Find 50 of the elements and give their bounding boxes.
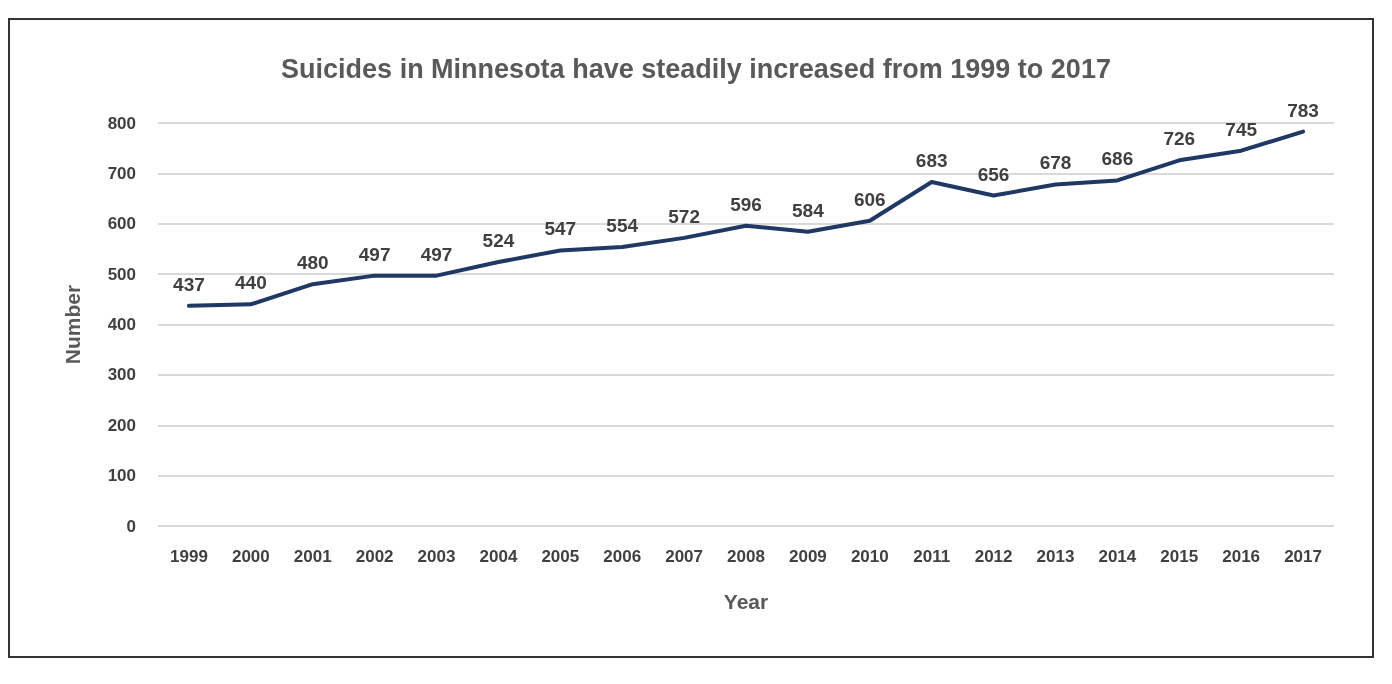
x-tick-label: 2010	[850, 547, 889, 566]
x-tick-label: 2013	[1036, 547, 1075, 566]
x-tick-label: 2000	[231, 547, 270, 566]
data-label: 656	[977, 163, 1010, 185]
data-label: 683	[915, 149, 948, 171]
x-tick-label: 2015	[1160, 547, 1199, 566]
x-tick-label: 2011	[913, 547, 951, 566]
data-label: 497	[420, 243, 453, 265]
data-label: 584	[792, 199, 825, 221]
y-tick-label: 700	[107, 163, 136, 183]
x-tick-label: 2009	[788, 547, 827, 566]
y-tick-label: 600	[107, 214, 136, 234]
data-label: 596	[730, 193, 762, 215]
data-label: 606	[853, 188, 886, 210]
y-axis-title: Number	[61, 284, 84, 365]
x-tick-label: 1999	[170, 547, 208, 566]
data-label: 524	[482, 230, 515, 252]
x-tick-label: 2017	[1284, 547, 1322, 566]
x-tick-label: 2014	[1098, 547, 1137, 566]
data-label: 686	[1101, 148, 1134, 170]
y-tick-label: 0	[126, 516, 136, 536]
data-label: 480	[296, 252, 329, 274]
data-label: 547	[544, 218, 577, 240]
x-tick-label: 2004	[479, 547, 518, 566]
data-label: 572	[668, 205, 700, 227]
data-label: 497	[358, 243, 391, 265]
x-tick-label: 2006	[603, 547, 642, 566]
data-label: 745	[1225, 118, 1258, 140]
x-tick-label: 2012	[974, 547, 1013, 566]
data-label: 783	[1287, 99, 1319, 121]
data-label: 554	[606, 214, 639, 236]
x-tick-label: 2001	[293, 547, 332, 566]
y-tick-label: 500	[107, 264, 136, 284]
data-label: 678	[1039, 152, 1072, 174]
x-tick-label: 2016	[1222, 547, 1261, 566]
y-tick-label: 100	[107, 466, 136, 486]
data-label: 437	[173, 273, 205, 295]
data-label: 440	[234, 272, 267, 294]
y-tick-label: 200	[107, 415, 136, 435]
x-axis-title: Year	[723, 590, 769, 613]
x-tick-label: 2002	[355, 547, 394, 566]
x-tick-label: 2005	[541, 547, 580, 566]
x-tick-label: 2008	[727, 547, 765, 566]
x-tick-label: 2007	[665, 547, 704, 566]
y-tick-label: 800	[107, 113, 136, 133]
x-tick-label: 2003	[417, 547, 456, 566]
y-tick-label: 400	[107, 315, 136, 334]
data-label: 726	[1163, 128, 1196, 150]
y-tick-label: 300	[107, 365, 136, 385]
chart-title: Suicides in Minnesota have steadily increased from 1999 to 2017	[281, 53, 1111, 84]
